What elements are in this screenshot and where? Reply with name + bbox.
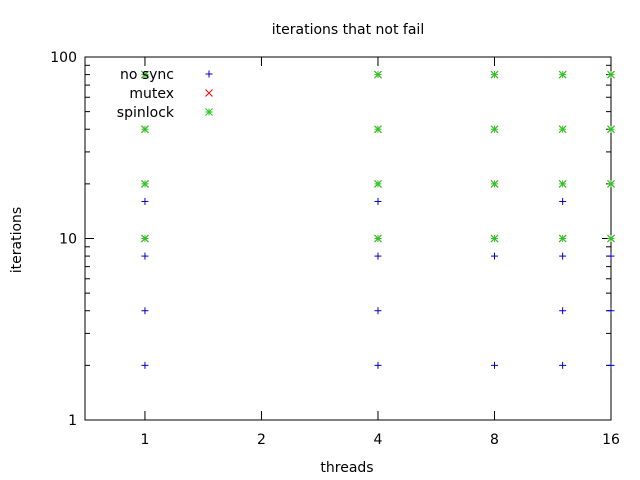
data-point-spinlock bbox=[558, 180, 567, 188]
x-tick-label: 1 bbox=[140, 432, 149, 448]
y-tick-label: 10 bbox=[59, 232, 77, 248]
data-point-spinlock bbox=[607, 234, 615, 243]
data-point-spinlock bbox=[558, 70, 567, 79]
data-point-no-sync bbox=[374, 252, 382, 260]
legend-marker-mutex bbox=[205, 89, 213, 97]
data-point-spinlock bbox=[374, 125, 382, 134]
data-point-spinlock bbox=[374, 234, 382, 243]
data-point-spinlock bbox=[607, 70, 615, 79]
data-point-no-sync bbox=[490, 361, 498, 369]
data-point-spinlock bbox=[374, 180, 382, 188]
x-axis-ticks: 1 2 4 8 16 bbox=[140, 57, 620, 448]
x-tick-label: 8 bbox=[490, 432, 499, 448]
data-points bbox=[141, 70, 615, 369]
data-point-spinlock bbox=[490, 125, 499, 134]
data-point-no-sync bbox=[559, 361, 567, 369]
data-point-no-sync bbox=[141, 197, 149, 205]
data-point-spinlock bbox=[141, 70, 149, 79]
data-point-no-sync bbox=[490, 252, 498, 260]
data-point-spinlock bbox=[607, 125, 615, 134]
data-point-no-sync bbox=[559, 197, 567, 205]
data-point-no-sync bbox=[607, 361, 615, 369]
x-tick-label: 2 bbox=[257, 432, 266, 448]
data-point-no-sync bbox=[607, 307, 615, 315]
data-point-spinlock bbox=[141, 180, 149, 188]
data-point-spinlock bbox=[558, 234, 567, 243]
data-point-no-sync bbox=[559, 307, 567, 315]
data-point-spinlock bbox=[490, 234, 499, 243]
data-point-no-sync bbox=[141, 361, 149, 369]
y-tick-label: 1 bbox=[68, 413, 77, 429]
data-point-no-sync bbox=[559, 252, 567, 260]
legend-marker-spinlock bbox=[205, 108, 213, 116]
y-tick-label: 100 bbox=[50, 50, 77, 66]
x-axis-label: threads bbox=[320, 460, 373, 476]
data-point-spinlock bbox=[490, 70, 499, 79]
data-point-spinlock bbox=[141, 125, 149, 134]
data-point-spinlock bbox=[558, 125, 567, 134]
data-point-no-sync bbox=[374, 361, 382, 369]
data-point-no-sync bbox=[374, 307, 382, 315]
legend: no sync mutex spinlock bbox=[117, 67, 213, 121]
data-point-no-sync bbox=[141, 307, 149, 315]
x-tick-label: 4 bbox=[374, 432, 383, 448]
x-tick-label: 16 bbox=[602, 432, 620, 448]
data-point-no-sync bbox=[374, 197, 382, 205]
data-point-spinlock bbox=[141, 234, 149, 243]
data-point-no-sync bbox=[607, 252, 615, 260]
data-point-no-sync bbox=[141, 252, 149, 260]
legend-label: mutex bbox=[129, 86, 174, 102]
chart-title: iterations that not fail bbox=[272, 22, 424, 38]
legend-label: spinlock bbox=[117, 105, 175, 121]
data-point-spinlock bbox=[490, 180, 499, 188]
data-point-spinlock bbox=[607, 180, 615, 188]
legend-marker-no-sync bbox=[205, 70, 213, 78]
y-axis-label: iterations bbox=[9, 207, 25, 273]
legend-label: no sync bbox=[120, 67, 174, 83]
data-point-spinlock bbox=[374, 70, 382, 79]
